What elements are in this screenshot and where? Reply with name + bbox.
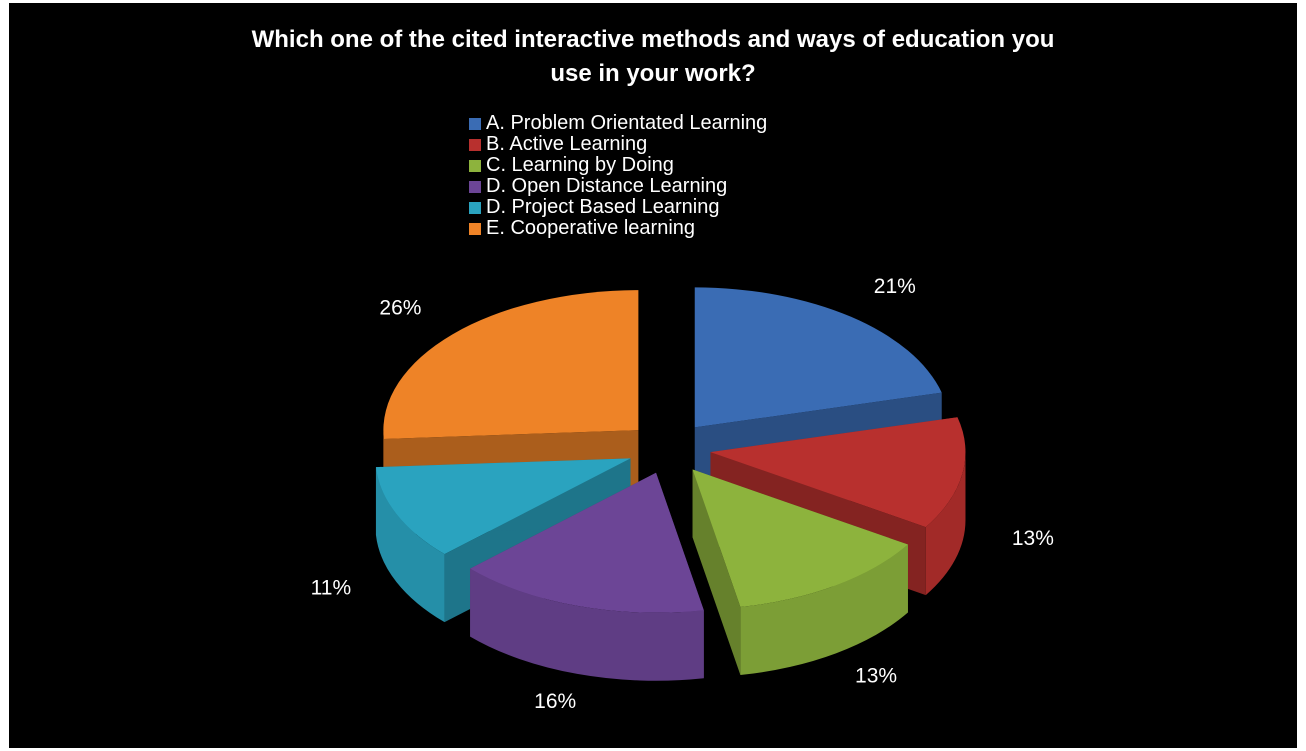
legend-item-a: A. Problem Orientated Learning — [469, 113, 767, 134]
legend: A. Problem Orientated Learning B. Active… — [469, 113, 767, 239]
slice-value-label-4: 11% — [311, 576, 351, 599]
legend-item-d-open: D. Open Distance Learning — [469, 176, 767, 197]
legend-swatch-d-project — [469, 201, 481, 214]
slice-value-label-2: 13% — [855, 665, 897, 688]
legend-label-d-open: D. Open Distance Learning — [486, 176, 728, 197]
legend-label-b: B. Active Learning — [486, 134, 648, 155]
pie-slice-1 — [710, 417, 966, 528]
chart-title: Which one of the cited interactive metho… — [9, 23, 1297, 91]
legend-item-b: B. Active Learning — [469, 134, 767, 155]
slice-value-label-5: 26% — [379, 297, 421, 320]
pie-slice-side-4-0 — [375, 467, 445, 623]
legend-label-d-project: D. Project Based Learning — [486, 197, 720, 218]
pie-slice-3 — [470, 472, 704, 613]
slice-value-label-0: 21% — [874, 275, 916, 298]
pie-slice-2 — [692, 469, 908, 608]
pie-slice-wall-2-1 — [692, 469, 741, 676]
chart-title-line-2: use in your work? — [550, 60, 756, 87]
legend-item-e: E. Cooperative learning — [469, 218, 767, 239]
chart-area: Which one of the cited interactive metho… — [9, 3, 1297, 748]
legend-label-e: E. Cooperative learning — [486, 218, 696, 239]
pie-slice-4 — [375, 458, 631, 555]
legend-label-c: C. Learning by Doing — [486, 155, 674, 176]
legend-label-a: A. Problem Orientated Learning — [486, 113, 768, 134]
slice-value-label-3: 16% — [534, 690, 576, 713]
legend-item-c: C. Learning by Doing — [469, 155, 767, 176]
pie-slice-side-2-0 — [740, 544, 908, 676]
pie-slice-0 — [694, 287, 942, 428]
pie-slice-side-1-0 — [925, 452, 966, 596]
pie-slice-group-3 — [470, 472, 704, 681]
pie-slice-5 — [383, 290, 639, 439]
pie-slice-group-2 — [692, 469, 908, 676]
legend-swatch-e — [469, 222, 481, 235]
chart-title-line-1: Which one of the cited interactive metho… — [251, 26, 1055, 53]
legend-swatch-b — [469, 138, 481, 151]
legend-item-d-project: D. Project Based Learning — [469, 197, 767, 218]
pie-chart: 21% 13% 13% 16% 11% 26% — [311, 275, 1054, 713]
legend-swatch-c — [469, 159, 481, 172]
legend-swatch-d-open — [469, 180, 481, 193]
legend-swatch-a — [469, 117, 481, 130]
pie-slice-side-3-0 — [470, 568, 704, 681]
slice-value-label-1: 13% — [1012, 527, 1054, 550]
